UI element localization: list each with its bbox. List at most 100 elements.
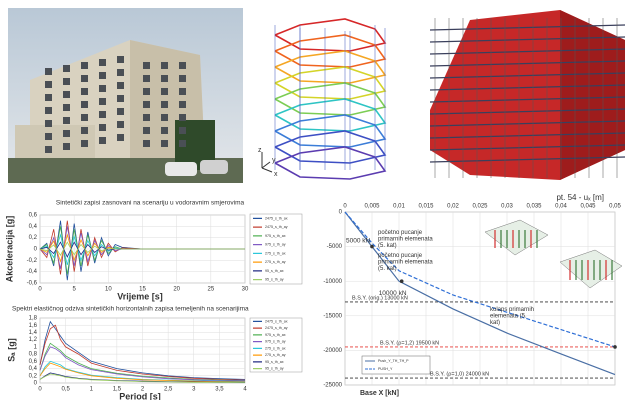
slab-line <box>429 84 626 91</box>
rendered-model <box>429 10 626 180</box>
x-tick-label: 1,5 <box>113 387 122 393</box>
x-tick-label: 0,005 <box>364 204 380 210</box>
x-tick-label: 0,04 <box>555 204 567 210</box>
legend-label: 275_s_th_ax <box>265 346 286 350</box>
series-line <box>39 320 246 380</box>
y-axis-label: Akceleracija [g] <box>4 216 14 283</box>
inset-models <box>484 219 623 289</box>
x-tick-label: 5 <box>72 287 76 293</box>
slab-line <box>429 144 626 151</box>
wireframe-model <box>274 18 387 180</box>
x-tick-label: 0,015 <box>418 204 434 210</box>
y-tick-label: 0,8 <box>29 352 38 358</box>
x-tick-label: 0 <box>38 287 42 293</box>
legend-label: 95_s_th_ay <box>265 367 284 371</box>
x-tick-label: 1 <box>90 387 94 393</box>
window <box>63 78 70 85</box>
floor-outline <box>274 114 387 148</box>
window <box>179 88 186 95</box>
window <box>99 59 106 66</box>
x-axis-label: pt. 54 - uₓ [m] <box>556 193 604 202</box>
window <box>63 117 70 124</box>
window <box>117 69 124 76</box>
point-label: 5000 kN <box>346 237 371 244</box>
window <box>161 127 168 134</box>
x-tick-label: 2,5 <box>164 387 173 393</box>
key-point <box>370 244 374 249</box>
series-line <box>39 241 245 256</box>
legend-label: 975_s_th_ay <box>265 340 286 344</box>
annotation: kolaps primarnih elemenata (5. kat) <box>490 307 534 326</box>
window <box>143 140 150 147</box>
window <box>99 111 106 118</box>
window <box>143 101 150 108</box>
y-tick-label: -0,2 <box>27 258 38 264</box>
series-line <box>39 362 246 383</box>
y-tick-label: 0,2 <box>29 235 38 241</box>
y-tick-label: 0,6 <box>29 359 38 365</box>
window <box>45 107 52 114</box>
x-tick-label: 0,01 <box>393 204 405 210</box>
series-line <box>39 324 246 381</box>
y-tick-label: 0 <box>34 247 38 253</box>
window <box>117 82 124 89</box>
y-tick-label: 0,4 <box>29 224 38 230</box>
floor-outline <box>274 130 387 164</box>
floor-outline <box>274 66 387 100</box>
y-tick-label: -20000 <box>323 348 342 354</box>
y-tick-label: -5000 <box>327 244 343 250</box>
axis-z: z <box>258 147 262 154</box>
window <box>81 127 88 134</box>
window <box>143 127 150 134</box>
legend-box <box>361 355 431 375</box>
y-tick-label: 1,2 <box>29 337 38 343</box>
slab-line <box>429 120 626 127</box>
x-tick-label: 0,5 <box>61 387 70 393</box>
window <box>81 75 88 82</box>
window <box>45 120 52 127</box>
floor-outline <box>274 98 387 132</box>
window <box>143 88 150 95</box>
floor-outline <box>274 82 387 116</box>
slab-line <box>429 36 626 43</box>
slab-line <box>429 156 626 163</box>
y-tick-label: 0 <box>34 381 38 387</box>
reference-label: B.S.Y. (orig.) 13000 kN <box>352 295 408 301</box>
x-tick-label: 3 <box>192 387 196 393</box>
window <box>63 65 70 72</box>
legend-label: 275_s_th_ay <box>265 353 286 357</box>
series-line <box>344 211 616 348</box>
x-tick-label: 0,035 <box>526 204 542 210</box>
window <box>63 91 70 98</box>
window <box>99 85 106 92</box>
key-point <box>399 279 404 284</box>
series-line <box>39 342 246 381</box>
y-tick-label: 1,8 <box>29 316 38 322</box>
slab-line <box>429 48 626 55</box>
y-axis-label: Sₐ [g] <box>6 338 16 361</box>
legend-label: 95_s_th_ay <box>265 278 284 282</box>
window <box>117 56 124 63</box>
slab-line <box>429 96 626 103</box>
window <box>45 81 52 88</box>
legend-label: 975_s_th_ax <box>265 234 286 238</box>
floor-outline <box>274 146 387 180</box>
legend-label: 2475_s_th_ay <box>265 225 288 229</box>
window <box>63 143 70 150</box>
x-tick-label: 0,05 <box>609 204 621 210</box>
window <box>45 94 52 101</box>
slab-line <box>429 108 626 115</box>
x-tick-label: 10 <box>105 287 112 293</box>
window <box>143 62 150 69</box>
window <box>45 146 52 153</box>
window <box>81 62 88 69</box>
window <box>45 68 52 75</box>
window <box>161 140 168 147</box>
legend-label: 95_s_th_ax <box>265 360 284 364</box>
window <box>45 133 52 140</box>
x-tick-label: 0,045 <box>580 204 596 210</box>
window <box>179 114 186 121</box>
key-point <box>613 345 617 349</box>
